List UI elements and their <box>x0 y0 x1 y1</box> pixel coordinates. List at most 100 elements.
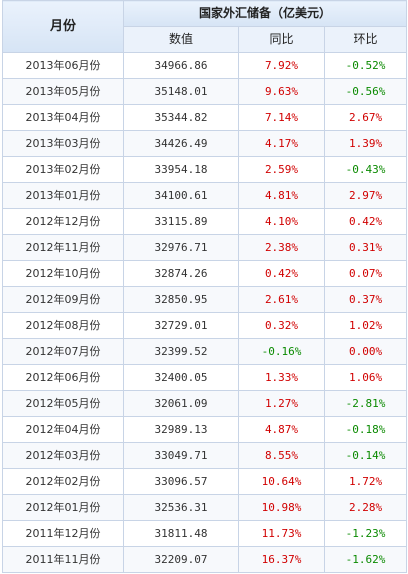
table-row: 2012年06月份 32400.05 1.33% 1.06% <box>2 364 408 391</box>
month-cell: 2012年11月份 <box>2 234 124 261</box>
mom-cell: 0.07% <box>323 260 408 287</box>
month-cell: 2013年06月份 <box>2 52 124 79</box>
mom-cell: -1.62% <box>323 546 408 573</box>
table-row: 2011年12月份 31811.48 11.73% -1.23% <box>2 520 408 547</box>
mom-cell: 1.02% <box>323 312 408 339</box>
value-cell: 34966.86 <box>123 52 239 79</box>
yoy-cell: 2.61% <box>238 286 325 313</box>
table-header: 月份 国家外汇储备（亿美元） 数值 同比 环比 <box>2 0 408 53</box>
value-cell: 35344.82 <box>123 104 239 131</box>
month-cell: 2012年09月份 <box>2 286 124 313</box>
mom-cell: 0.42% <box>323 208 408 235</box>
value-cell: 32729.01 <box>123 312 239 339</box>
yoy-cell: 8.55% <box>238 442 325 469</box>
table-row: 2012年12月份 33115.89 4.10% 0.42% <box>2 208 408 235</box>
table-row: 2012年09月份 32850.95 2.61% 0.37% <box>2 286 408 313</box>
mom-cell: 1.06% <box>323 364 408 391</box>
table-row: 2012年04月份 32989.13 4.87% -0.18% <box>2 416 408 443</box>
yoy-cell: 10.64% <box>238 468 325 495</box>
mom-cell: -0.14% <box>323 442 408 469</box>
table-row: 2012年10月份 32874.26 0.42% 0.07% <box>2 260 408 287</box>
value-cell: 33954.18 <box>123 156 239 183</box>
month-cell: 2012年03月份 <box>2 442 124 469</box>
mom-cell: 0.37% <box>323 286 408 313</box>
table-row: 2012年03月份 33049.71 8.55% -0.14% <box>2 442 408 469</box>
yoy-cell: 4.10% <box>238 208 325 235</box>
value-cell: 32976.71 <box>123 234 239 261</box>
yoy-cell: 16.37% <box>238 546 325 573</box>
table-row: 2012年01月份 32536.31 10.98% 2.28% <box>2 494 408 521</box>
value-cell: 32400.05 <box>123 364 239 391</box>
yoy-cell: 7.14% <box>238 104 325 131</box>
yoy-cell: 11.73% <box>238 520 325 547</box>
value-cell: 34100.61 <box>123 182 239 209</box>
value-cell: 31811.48 <box>123 520 239 547</box>
month-cell: 2012年04月份 <box>2 416 124 443</box>
value-cell: 35148.01 <box>123 78 239 105</box>
yoy-cell: 1.27% <box>238 390 325 417</box>
value-cell: 32061.09 <box>123 390 239 417</box>
table-row: 2013年03月份 34426.49 4.17% 1.39% <box>2 130 408 157</box>
yoy-cell: 4.17% <box>238 130 325 157</box>
yoy-column-header: 同比 <box>238 26 325 53</box>
month-cell: 2012年01月份 <box>2 494 124 521</box>
yoy-cell: 7.92% <box>238 52 325 79</box>
month-cell: 2013年01月份 <box>2 182 124 209</box>
mom-cell: 0.00% <box>323 338 408 365</box>
table-row: 2013年05月份 35148.01 9.63% -0.56% <box>2 78 408 105</box>
month-column-header: 月份 <box>2 0 124 53</box>
value-cell: 32209.07 <box>123 546 239 573</box>
yoy-cell: 0.32% <box>238 312 325 339</box>
month-cell: 2012年10月份 <box>2 260 124 287</box>
mom-cell: -0.18% <box>323 416 408 443</box>
value-cell: 33096.57 <box>123 468 239 495</box>
yoy-cell: -0.16% <box>238 338 325 365</box>
month-cell: 2013年02月份 <box>2 156 124 183</box>
month-cell: 2012年08月份 <box>2 312 124 339</box>
mom-cell: 2.28% <box>323 494 408 521</box>
mom-cell: 2.67% <box>323 104 408 131</box>
month-cell: 2012年07月份 <box>2 338 124 365</box>
table-row: 2011年11月份 32209.07 16.37% -1.62% <box>2 546 408 573</box>
reserves-group-header: 国家外汇储备（亿美元） <box>122 0 408 27</box>
yoy-cell: 2.59% <box>238 156 325 183</box>
yoy-cell: 10.98% <box>238 494 325 521</box>
mom-cell: -2.81% <box>323 390 408 417</box>
month-cell: 2011年12月份 <box>2 520 124 547</box>
table-row: 2012年02月份 33096.57 10.64% 1.72% <box>2 468 408 495</box>
table-row: 2013年01月份 34100.61 4.81% 2.97% <box>2 182 408 209</box>
value-cell: 32874.26 <box>123 260 239 287</box>
month-cell: 2012年02月份 <box>2 468 124 495</box>
table-row: 2012年11月份 32976.71 2.38% 0.31% <box>2 234 408 261</box>
mom-cell: 2.97% <box>323 182 408 209</box>
yoy-cell: 4.81% <box>238 182 325 209</box>
mom-cell: 1.72% <box>323 468 408 495</box>
value-column-header: 数值 <box>123 26 239 53</box>
table-body: 2013年06月份 34966.86 7.92% -0.52% 2013年05月份 351… <box>2 52 408 573</box>
mom-cell: 1.39% <box>323 130 408 157</box>
table-row: 2013年06月份 34966.86 7.92% -0.52% <box>2 52 408 79</box>
month-cell: 2013年05月份 <box>2 78 124 105</box>
value-cell: 32989.13 <box>123 416 239 443</box>
month-cell: 2013年04月份 <box>2 104 124 131</box>
month-cell: 2012年12月份 <box>2 208 124 235</box>
table-row: 2012年05月份 32061.09 1.27% -2.81% <box>2 390 408 417</box>
table-row: 2013年04月份 35344.82 7.14% 2.67% <box>2 104 408 131</box>
month-cell: 2011年11月份 <box>2 546 124 573</box>
yoy-cell: 4.87% <box>238 416 325 443</box>
value-cell: 32850.95 <box>123 286 239 313</box>
month-cell: 2013年03月份 <box>2 130 124 157</box>
mom-cell: 0.31% <box>323 234 408 261</box>
yoy-cell: 2.38% <box>238 234 325 261</box>
mom-cell: -0.52% <box>323 52 408 79</box>
yoy-cell: 0.42% <box>238 260 325 287</box>
value-cell: 33049.71 <box>123 442 239 469</box>
mom-cell: -0.56% <box>323 78 408 105</box>
table-row: 2013年02月份 33954.18 2.59% -0.43% <box>2 156 408 183</box>
month-cell: 2012年06月份 <box>2 364 124 391</box>
mom-cell: -1.23% <box>323 520 408 547</box>
mom-cell: -0.43% <box>323 156 408 183</box>
yoy-cell: 1.33% <box>238 364 325 391</box>
value-cell: 32536.31 <box>123 494 239 521</box>
